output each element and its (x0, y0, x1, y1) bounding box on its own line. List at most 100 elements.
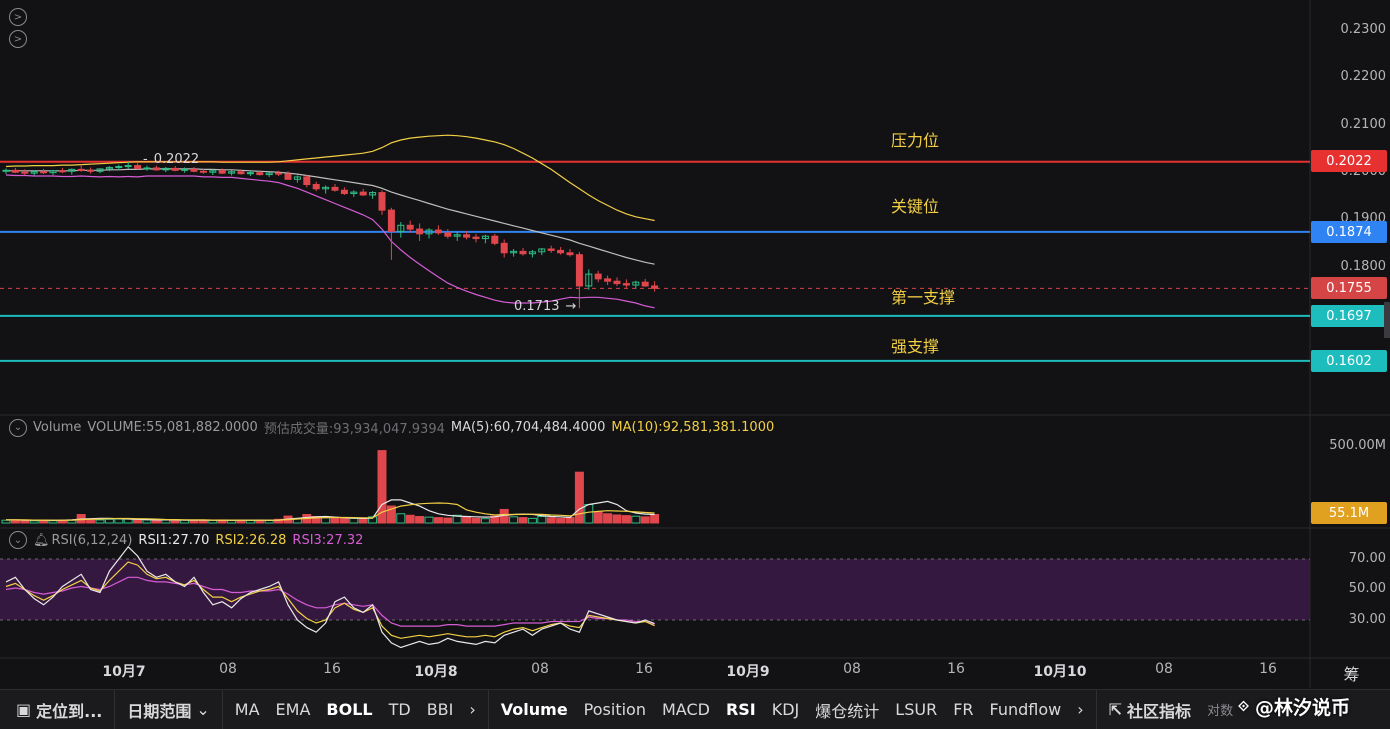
volume-bar (452, 514, 462, 524)
time-axis-label: 10月8 (414, 664, 458, 680)
expand-arrow-icon[interactable]: > (9, 8, 27, 26)
candle-body (87, 169, 95, 172)
bell-icon[interactable]: 🔔︎ (33, 532, 50, 548)
volume-bar (1, 519, 11, 524)
candle-body (547, 248, 555, 251)
volume-bar (603, 513, 613, 524)
volume-bar (631, 515, 641, 524)
volume-bar (330, 517, 340, 524)
volume-bar (621, 515, 631, 524)
rsi-axis-label: 30.00 (1348, 612, 1386, 627)
volume-bar (339, 518, 349, 524)
collapse-chevron-icon[interactable]: ⌄ (9, 418, 27, 437)
candle-body (265, 172, 273, 176)
high-marker-value: 0.2022 (153, 152, 200, 167)
indicator-boll[interactable]: BOLL (326, 700, 373, 719)
rsi-lines (0, 545, 1310, 649)
indicator-bbi[interactable]: BBI (426, 700, 454, 719)
candle-body (275, 172, 283, 175)
candle-body (444, 232, 452, 237)
date-range-button[interactable]: 日期范围 ⌄ (119, 698, 217, 722)
candle-body (434, 229, 442, 234)
candle-body (632, 281, 640, 286)
volume-bar (57, 520, 67, 524)
volume-bar (48, 520, 58, 524)
candle-body (105, 166, 113, 170)
rsi-band (0, 559, 1310, 620)
rsi-axis-label: 70.00 (1348, 551, 1386, 566)
volume-bar (386, 505, 396, 524)
volume-bar (264, 520, 274, 524)
chevron-right-icon[interactable]: › (1077, 700, 1084, 719)
time-axis-label: 16 (947, 661, 965, 677)
volume-bar (509, 516, 519, 524)
candle-body (500, 242, 508, 254)
watermark-text: @林汐说币 (1255, 697, 1351, 719)
volume-bar (405, 514, 415, 524)
strong-support-price-tag[interactable]: 0.1602 (1311, 350, 1387, 372)
volume-bar (640, 516, 650, 524)
boll-mid-line (6, 168, 655, 265)
support-1-price-tag[interactable]: 0.1697 (1311, 305, 1387, 327)
candle-body (594, 273, 602, 280)
sub-indicator-rsi[interactable]: RSI (725, 700, 756, 719)
sub-indicator-fr[interactable]: FR (953, 700, 974, 719)
sub-indicator-macd[interactable]: MACD (661, 700, 710, 719)
candle-body (58, 170, 66, 173)
rsi2-value: RSI2:26.28 (215, 532, 287, 548)
volume-bar (142, 519, 152, 524)
volume-bar (518, 517, 528, 524)
candle-body (425, 229, 433, 235)
volume-bar (133, 519, 143, 524)
volume-bar (565, 516, 575, 524)
sub-indicator-liquidation[interactable]: 爆仓统计 (815, 701, 880, 721)
locate-label: 定位到... (36, 701, 103, 721)
candle-body (162, 167, 170, 171)
volume-bar (612, 514, 622, 524)
volume-ma10: MA(10):92,581,381.1000 (611, 420, 775, 435)
indicator-td[interactable]: TD (388, 700, 411, 719)
volume-bar (462, 516, 472, 524)
divider (487, 689, 489, 729)
sub-indicator-lsur[interactable]: LSUR (895, 700, 938, 719)
candle-body (453, 234, 461, 237)
candle-body (115, 166, 123, 169)
expand-arrow-icon-2[interactable]: > (9, 30, 27, 48)
sub-indicator-volume[interactable]: Volume (500, 700, 568, 719)
chevron-right-icon[interactable]: › (469, 700, 476, 719)
candle-body (30, 171, 38, 174)
community-indicators-button[interactable]: ⇱ 社区指标 (1101, 698, 1199, 722)
indicator-ma[interactable]: MA (234, 700, 260, 719)
locate-button[interactable]: ▣ 定位到... (0, 698, 110, 722)
candle-body (604, 278, 612, 282)
time-axis-label: 08 (1155, 661, 1173, 677)
external-link-icon: ⇱ (1108, 700, 1123, 719)
sub-indicator-kdj[interactable]: KDJ (771, 700, 800, 719)
candle-body (416, 228, 424, 235)
volume-bar (20, 520, 30, 524)
rsi-axis-label: 50.00 (1348, 581, 1386, 596)
log-scale-toggle[interactable]: 对数 (1207, 704, 1234, 719)
rsi2-line (5, 561, 655, 639)
low-marker-value: 0.1713 (514, 299, 560, 314)
candle-body (284, 173, 292, 180)
sub-indicator-fundflow[interactable]: Fundflow (989, 700, 1062, 719)
candle-body (293, 176, 301, 180)
divider (1095, 689, 1097, 729)
candle-body (651, 285, 659, 289)
resistance-price-tag[interactable]: 0.2022 (1311, 150, 1387, 172)
sub-indicator-position[interactable]: Position (583, 700, 646, 719)
collapse-chevron-icon[interactable]: ⌄ (9, 531, 27, 549)
volume-axis-label: 500.00M (1329, 438, 1386, 453)
volume-bar (556, 517, 566, 524)
indicator-ema[interactable]: EMA (275, 700, 311, 719)
key-level-price-tag[interactable]: 0.1874 (1311, 221, 1387, 243)
candle-body (49, 170, 57, 174)
candle-body (124, 165, 132, 168)
candle-body (472, 236, 480, 240)
candle-body (519, 250, 527, 255)
side-panel-toggle[interactable] (1384, 302, 1390, 338)
key-level-annotation: 关键位 (891, 197, 940, 216)
volume-pane-title: Volume (33, 420, 82, 435)
